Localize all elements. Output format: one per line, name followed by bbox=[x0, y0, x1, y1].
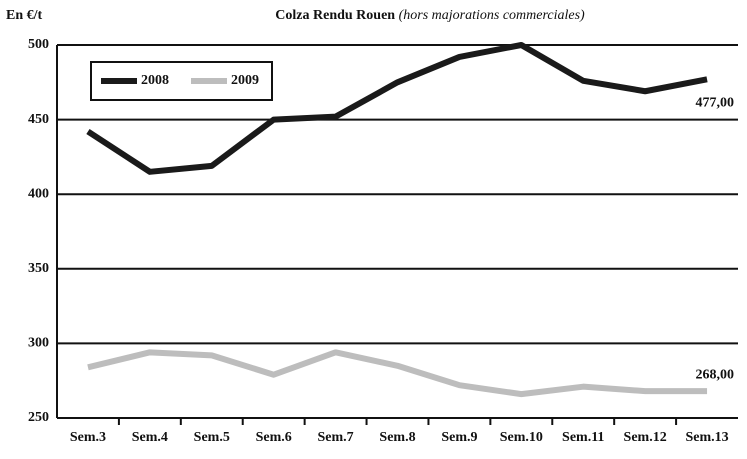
x-tick-label: Sem.3 bbox=[70, 430, 106, 445]
x-tick-label: Sem.8 bbox=[379, 430, 415, 445]
y-tick-label: 300 bbox=[28, 336, 49, 351]
series-line bbox=[86, 42, 708, 175]
x-tick-label: Sem.4 bbox=[132, 430, 168, 445]
legend-label: 2009 bbox=[231, 73, 259, 88]
x-tick-label: Sem.10 bbox=[500, 430, 543, 445]
y-tick-label: 250 bbox=[28, 410, 49, 425]
title: Colza Rendu Rouen bbox=[275, 8, 395, 23]
y-tick-label: 450 bbox=[28, 112, 49, 127]
value-label: 268,00 bbox=[696, 367, 735, 382]
y-tick-label: 500 bbox=[28, 37, 49, 52]
y-tick-label: 350 bbox=[28, 261, 49, 276]
x-tick-label: Sem.9 bbox=[441, 430, 477, 445]
x-tick-label: Sem.13 bbox=[685, 430, 728, 445]
x-tick-label: Sem.6 bbox=[256, 430, 292, 445]
x-tick-label: Sem.5 bbox=[194, 430, 230, 445]
subtitle: (hors majorations commerciales) bbox=[399, 8, 585, 23]
x-tick-label: Sem.12 bbox=[624, 430, 667, 445]
chart-title: Colza Rendu Rouen (hors majorations comm… bbox=[275, 8, 585, 23]
x-tick-label: Sem.11 bbox=[562, 430, 604, 445]
x-tick-label: Sem.7 bbox=[318, 430, 354, 445]
y-tick-label: 400 bbox=[28, 186, 49, 201]
y-axis-label: En €/t bbox=[6, 8, 43, 23]
legend-label: 2008 bbox=[141, 73, 169, 88]
series-line bbox=[87, 349, 708, 398]
value-label: 477,00 bbox=[696, 96, 735, 111]
